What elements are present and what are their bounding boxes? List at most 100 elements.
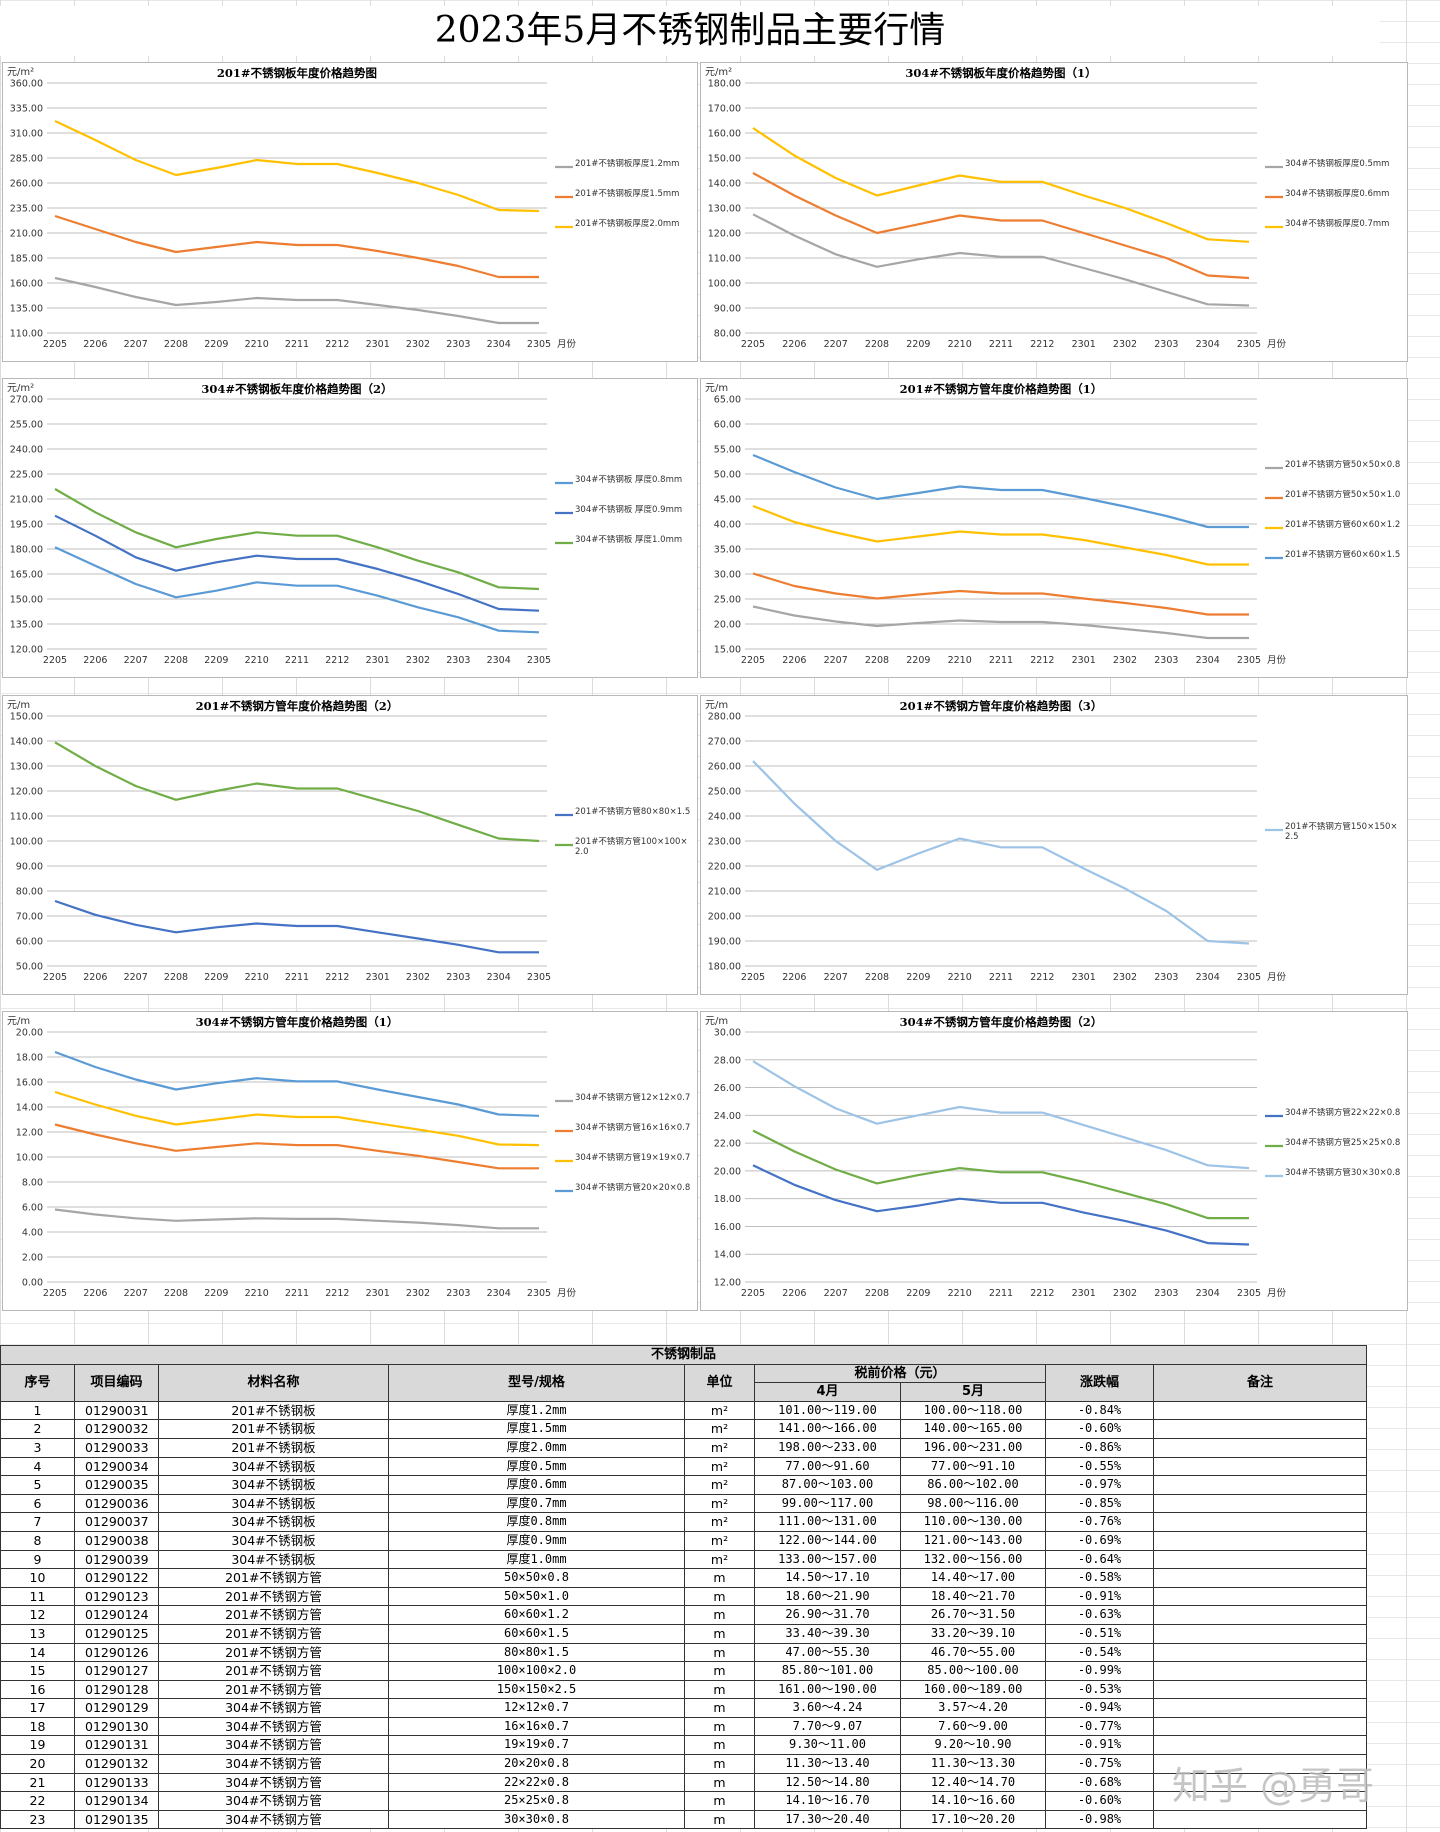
cell-name: 304#不锈钢方管 bbox=[158, 1698, 389, 1718]
x-tick-label: 2205 bbox=[741, 655, 765, 666]
cell-no: 16 bbox=[0, 1679, 75, 1700]
series-line-1 bbox=[752, 213, 1250, 307]
cell-code: 01290122 bbox=[74, 1568, 159, 1588]
table-row: 12 01290124 201#不锈钢方管 60×60×1.2 m 26.90～31.70… bbox=[0, 1605, 1368, 1625]
cell-no: 17 bbox=[0, 1698, 75, 1718]
cell-unit: m bbox=[684, 1679, 755, 1700]
table-row: 5 01290035 304#不锈钢板 厚度0.6mm m² 87.00～103.00 86… bbox=[0, 1475, 1368, 1495]
legend-entry: 304#不锈钢方管12×12×0.7 bbox=[575, 1093, 690, 1103]
cell-may: 17.10～20.20 bbox=[900, 1809, 1046, 1830]
cell-spec: 80×80×1.5 bbox=[388, 1642, 685, 1663]
series-line-3 bbox=[54, 120, 540, 213]
cell-unit: m² bbox=[684, 1400, 755, 1421]
table-row: 2 01290032 201#不锈钢板 厚度1.5mm m² 141.00～166.00 1… bbox=[0, 1419, 1368, 1439]
cell-code: 01290131 bbox=[74, 1735, 159, 1756]
y-tick-label: 20.00 bbox=[714, 620, 741, 631]
cell-apr: 77.00～91.60 bbox=[754, 1456, 901, 1477]
x-tick-label: 2210 bbox=[948, 655, 972, 666]
cell-note bbox=[1152, 1568, 1368, 1588]
cell-code: 01290126 bbox=[74, 1642, 159, 1663]
x-tick-label: 2303 bbox=[446, 655, 470, 666]
legend-entry: 304#不锈钢方管20×20×0.8 bbox=[575, 1183, 691, 1193]
y-unit-label: 元/m bbox=[705, 700, 728, 711]
legend-entry: 304#不锈钢方管22×22×0.8 bbox=[1285, 1108, 1400, 1118]
cell-no: 22 bbox=[0, 1791, 75, 1811]
cell-name: 304#不锈钢方管 bbox=[158, 1716, 389, 1737]
cell-name: 304#不锈钢方管 bbox=[158, 1791, 389, 1811]
cell-change: -0.77% bbox=[1045, 1716, 1154, 1737]
cell-name: 304#不锈钢板 bbox=[158, 1493, 389, 1514]
chart-304-sheet-1: 元/m² 304#不锈钢板年度价格趋势图（1） 80.00 90.00 100.00 11… bbox=[700, 62, 1408, 362]
series-line-4 bbox=[54, 1050, 540, 1117]
cell-apr: 133.00～157.00 bbox=[754, 1549, 901, 1570]
chart-201-tube-1: 元/m 201#不锈钢方管年度价格趋势图（1） 15.00 20.00 25.00 30.… bbox=[700, 378, 1408, 678]
table-row: 13 01290125 201#不锈钢方管 60×60×1.5 m 33.40～39.30… bbox=[0, 1623, 1368, 1644]
cell-change: -0.60% bbox=[1045, 1791, 1154, 1811]
y-unit-label: 元/m bbox=[705, 383, 728, 394]
y-tick-label: 135.00 bbox=[10, 620, 43, 631]
x-tick-label: 2301 bbox=[366, 655, 390, 666]
cell-apr: 87.00～103.00 bbox=[754, 1475, 901, 1495]
chart-title: 304#不锈钢板年度价格趋势图（2） bbox=[201, 382, 392, 396]
y-tick-label: 60.00 bbox=[16, 937, 43, 948]
x-tick-label: 2208 bbox=[164, 655, 188, 666]
cell-unit: m bbox=[684, 1716, 755, 1737]
series-line-2 bbox=[752, 572, 1249, 616]
x-tick-label: 2211 bbox=[989, 972, 1013, 983]
y-tick-label: 230.00 bbox=[708, 837, 741, 848]
x-tick-label: 2206 bbox=[83, 655, 107, 666]
x-tick-label: 2302 bbox=[1113, 339, 1137, 350]
products-table: 不锈钢制品 序号 项目编码 材料名称 型号/规格 单位 税前价格（元） 涨跌幅 … bbox=[0, 1345, 1368, 1830]
table-row: 23 01290135 304#不锈钢方管 30×30×0.8 m 17.30～20.40… bbox=[0, 1809, 1368, 1830]
x-tick-label: 2208 bbox=[865, 972, 889, 983]
x-tick-label: 2206 bbox=[83, 339, 107, 350]
table-row: 19 01290131 304#不锈钢方管 19×19×0.7 m 9.30～11.00 9… bbox=[0, 1735, 1368, 1756]
cell-change: -0.97% bbox=[1045, 1475, 1154, 1495]
x-tick-label: 2211 bbox=[989, 339, 1013, 350]
cell-no: 1 bbox=[0, 1400, 75, 1421]
legend-label: 304#不锈钢板 厚度0.9mm bbox=[575, 505, 683, 515]
y-tick-label: 210.00 bbox=[10, 495, 43, 506]
y-tick-label: 80.00 bbox=[714, 329, 741, 340]
y-tick-label: 20.00 bbox=[16, 1028, 43, 1039]
x-tick-label: 2205 bbox=[43, 655, 67, 666]
x-tick-label: 2205 bbox=[43, 972, 67, 983]
x-tick-label: 2205 bbox=[43, 339, 67, 350]
x-tick-label: 2301 bbox=[1072, 339, 1096, 350]
legend-label: 304#不锈钢板厚度0.5mm bbox=[1285, 159, 1390, 169]
legend-label: 304#不锈钢方管20×20×0.8 bbox=[575, 1183, 691, 1193]
series-line-3 bbox=[752, 127, 1250, 243]
header-note: 备注 bbox=[1152, 1363, 1368, 1402]
cell-may: 85.00～100.00 bbox=[900, 1661, 1046, 1681]
x-tick-label: 2206 bbox=[83, 1288, 107, 1299]
cell-may: 196.00～231.00 bbox=[900, 1437, 1046, 1458]
cell-note bbox=[1152, 1419, 1368, 1439]
y-tick-label: 26.00 bbox=[714, 1083, 741, 1094]
cell-name: 304#不锈钢板 bbox=[158, 1549, 389, 1570]
y-tick-label: 50.00 bbox=[16, 962, 43, 973]
cell-may: 26.70～31.50 bbox=[900, 1605, 1046, 1625]
legend-label: 304#不锈钢方管16×16×0.7 bbox=[575, 1123, 691, 1133]
x-axis-label: 月份 bbox=[557, 1287, 577, 1299]
cell-spec: 12×12×0.7 bbox=[388, 1698, 685, 1718]
x-tick-label: 2305 bbox=[527, 339, 551, 350]
x-tick-label: 2212 bbox=[1030, 1288, 1054, 1299]
chart-201-tube-3: 元/m 201#不锈钢方管年度价格趋势图（3） 180.00 190.00 200.00… bbox=[700, 695, 1408, 995]
x-tick-label: 2206 bbox=[782, 1288, 806, 1299]
header-code: 项目编码 bbox=[74, 1363, 159, 1402]
x-tick-label: 2301 bbox=[1072, 1288, 1096, 1299]
legend-label: 304#不锈钢板 厚度0.8mm bbox=[575, 475, 683, 485]
y-tick-label: 140.00 bbox=[10, 737, 43, 748]
x-tick-label: 2210 bbox=[948, 339, 972, 350]
cell-unit: m bbox=[684, 1754, 755, 1774]
y-tick-label: 16.00 bbox=[16, 1078, 43, 1089]
cell-may: 100.00～118.00 bbox=[900, 1400, 1046, 1421]
cell-no: 14 bbox=[0, 1642, 75, 1663]
x-tick-label: 2305 bbox=[1237, 972, 1261, 983]
cell-name: 201#不锈钢方管 bbox=[158, 1605, 389, 1625]
legend-entry: 304#不锈钢方管30×30×0.8 bbox=[1285, 1168, 1400, 1178]
cell-apr: 17.30～20.40 bbox=[754, 1809, 901, 1830]
y-tick-label: 200.00 bbox=[708, 912, 741, 923]
y-tick-label: 18.00 bbox=[16, 1053, 43, 1064]
x-axis-label: 月份 bbox=[1267, 654, 1287, 666]
